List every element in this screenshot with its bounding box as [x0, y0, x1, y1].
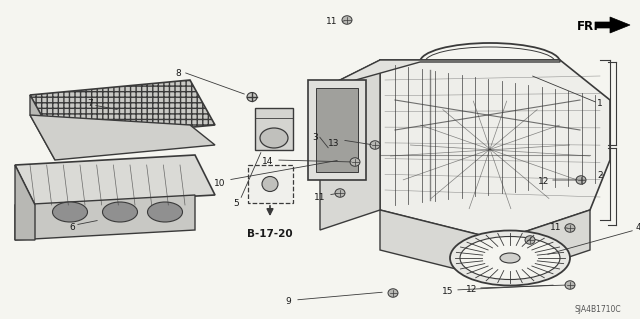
Polygon shape: [15, 165, 35, 240]
Bar: [316, 88, 358, 172]
Polygon shape: [30, 95, 55, 160]
Text: 3: 3: [312, 133, 318, 143]
Polygon shape: [380, 210, 590, 280]
Text: 4: 4: [635, 224, 640, 233]
Text: 11: 11: [326, 18, 338, 26]
Ellipse shape: [460, 236, 560, 279]
Text: 15: 15: [442, 287, 454, 296]
Text: FR.: FR.: [577, 20, 599, 33]
Ellipse shape: [335, 189, 345, 197]
Ellipse shape: [565, 281, 575, 289]
Text: 7: 7: [87, 99, 93, 108]
Ellipse shape: [576, 176, 586, 184]
Polygon shape: [15, 195, 195, 240]
Text: 9: 9: [285, 298, 291, 307]
Text: 6: 6: [69, 224, 75, 233]
Polygon shape: [320, 60, 380, 230]
Bar: [255, 108, 293, 150]
Ellipse shape: [342, 16, 352, 24]
Text: 1: 1: [597, 99, 603, 108]
Ellipse shape: [388, 289, 398, 297]
Ellipse shape: [565, 224, 575, 232]
FancyBboxPatch shape: [248, 165, 293, 203]
Ellipse shape: [147, 202, 182, 222]
Text: 11: 11: [550, 224, 562, 233]
Text: 5: 5: [233, 199, 239, 209]
Text: 14: 14: [262, 158, 274, 167]
Ellipse shape: [370, 141, 380, 149]
Ellipse shape: [350, 158, 360, 166]
Ellipse shape: [102, 202, 138, 222]
Text: B-17-20: B-17-20: [247, 229, 293, 239]
Ellipse shape: [52, 202, 88, 222]
Text: 8: 8: [175, 69, 181, 78]
Ellipse shape: [260, 128, 288, 148]
Ellipse shape: [262, 176, 278, 191]
Text: 13: 13: [328, 138, 340, 147]
Ellipse shape: [247, 93, 257, 101]
Polygon shape: [15, 155, 215, 205]
Ellipse shape: [450, 231, 570, 286]
Text: 12: 12: [538, 177, 550, 187]
Bar: [308, 80, 366, 180]
Text: 11: 11: [314, 192, 326, 202]
Text: 12: 12: [467, 286, 477, 294]
Polygon shape: [595, 17, 630, 33]
Polygon shape: [30, 115, 215, 160]
Polygon shape: [320, 60, 560, 90]
Polygon shape: [380, 60, 610, 240]
Text: 2: 2: [597, 170, 603, 180]
Text: SJA4B1710C: SJA4B1710C: [575, 306, 621, 315]
Text: 10: 10: [214, 179, 226, 188]
Ellipse shape: [500, 253, 520, 263]
Polygon shape: [30, 80, 215, 140]
Ellipse shape: [525, 236, 535, 244]
